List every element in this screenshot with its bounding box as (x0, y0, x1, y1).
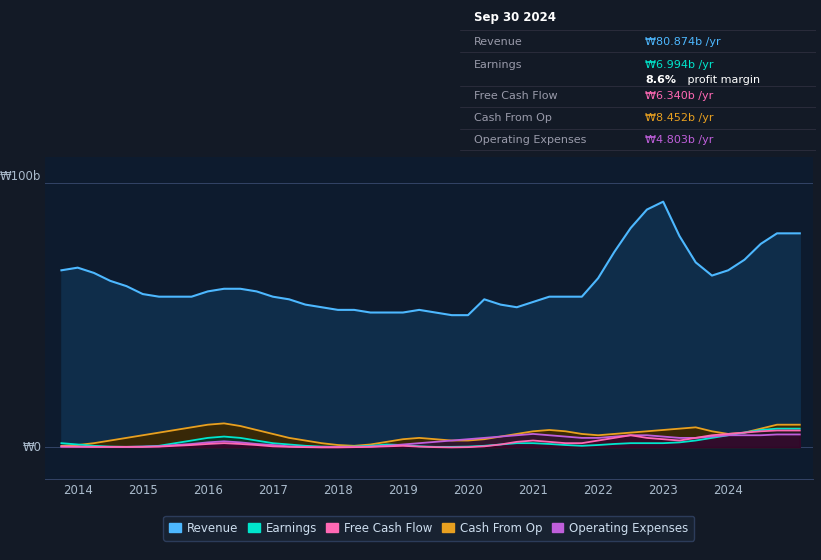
Legend: Revenue, Earnings, Free Cash Flow, Cash From Op, Operating Expenses: Revenue, Earnings, Free Cash Flow, Cash … (163, 516, 695, 540)
Text: ₩100b: ₩100b (0, 170, 41, 183)
Text: 8.6%: 8.6% (645, 74, 676, 85)
Text: ₩8.452b /yr: ₩8.452b /yr (645, 113, 713, 123)
Text: Free Cash Flow: Free Cash Flow (474, 91, 557, 101)
Text: Cash From Op: Cash From Op (474, 113, 552, 123)
Text: ₩6.340b /yr: ₩6.340b /yr (645, 91, 713, 101)
Text: ₩0: ₩0 (22, 441, 41, 454)
Text: Revenue: Revenue (474, 37, 523, 47)
Text: profit margin: profit margin (684, 74, 760, 85)
Text: Earnings: Earnings (474, 60, 522, 70)
Text: ₩80.874b /yr: ₩80.874b /yr (645, 37, 721, 47)
Text: ₩4.803b /yr: ₩4.803b /yr (645, 134, 713, 144)
Text: ₩6.994b /yr: ₩6.994b /yr (645, 60, 713, 70)
Text: Sep 30 2024: Sep 30 2024 (474, 11, 556, 24)
Text: Operating Expenses: Operating Expenses (474, 134, 586, 144)
